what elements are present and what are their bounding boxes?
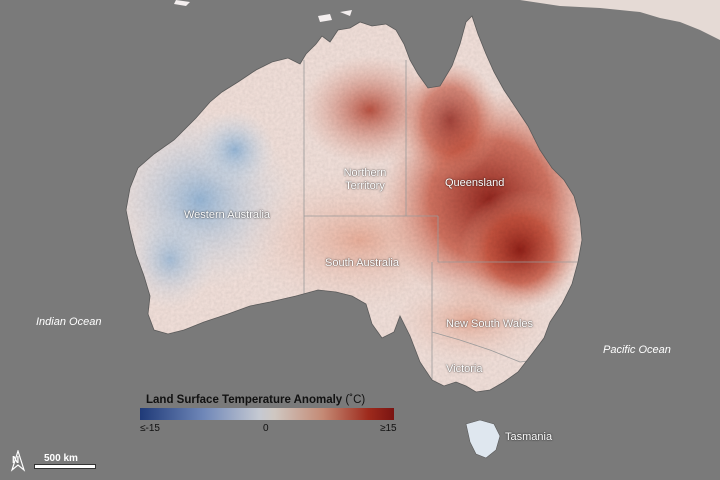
scale-bar-label: 500 km (44, 453, 78, 464)
legend-color-bar (140, 408, 394, 420)
legend-unit: (˚C) (345, 394, 366, 406)
label-pacific-ocean: Pacific Ocean (603, 344, 671, 356)
state-borders (303, 60, 580, 380)
label-south-australia: South Australia (325, 257, 399, 269)
scale-bar (34, 464, 96, 469)
north-label: N (12, 455, 20, 466)
label-victoria: Victoria (446, 363, 483, 375)
label-tasmania: Tasmania (505, 431, 553, 443)
north-arrow-icon (10, 450, 26, 472)
legend-title: Land Surface Temperature Anomaly (˚C) (146, 394, 365, 406)
label-western-australia: Western Australia (184, 209, 271, 221)
label-new-south-wales: New South Wales (446, 318, 534, 330)
new-guinea-coast (520, 0, 720, 40)
legend-mid-label: 0 (263, 423, 269, 434)
label-queensland: Queensland (445, 177, 505, 189)
label-indian-ocean: Indian Ocean (36, 316, 102, 328)
label-northern-territory: Northern Territory (335, 167, 395, 193)
legend-max-label: ≥15 (380, 423, 397, 434)
label-northern-territory-line1: Northern (343, 167, 387, 179)
tasmania-island (465, 419, 501, 459)
legend-min-label: ≤-15 (140, 423, 160, 434)
legend-title-text: Land Surface Temperature Anomaly (146, 394, 343, 406)
label-northern-territory-line2: Territory (345, 180, 385, 192)
